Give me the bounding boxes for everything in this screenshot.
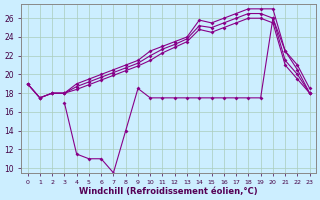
X-axis label: Windchill (Refroidissement éolien,°C): Windchill (Refroidissement éolien,°C): [79, 187, 258, 196]
